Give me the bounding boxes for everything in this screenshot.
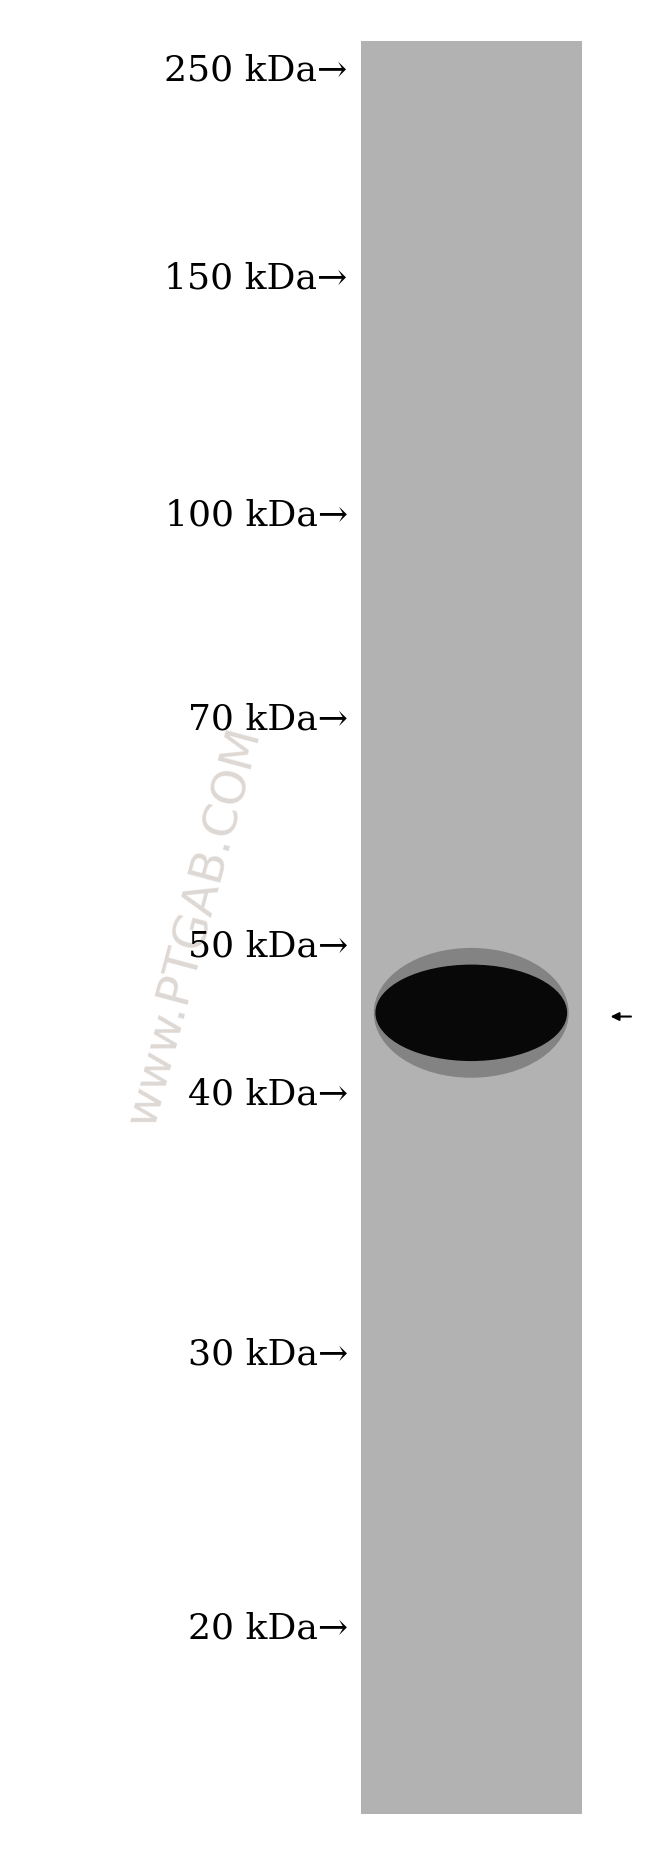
Text: 100 kDa→: 100 kDa→: [164, 499, 348, 532]
Text: 40 kDa→: 40 kDa→: [188, 1078, 348, 1111]
Text: 150 kDa→: 150 kDa→: [164, 262, 348, 295]
Ellipse shape: [374, 948, 569, 1078]
Text: 20 kDa→: 20 kDa→: [188, 1612, 348, 1645]
Text: 30 kDa→: 30 kDa→: [187, 1337, 348, 1371]
Text: 70 kDa→: 70 kDa→: [188, 703, 348, 736]
Bar: [361, 41, 582, 1814]
Ellipse shape: [376, 965, 567, 1061]
Text: 250 kDa→: 250 kDa→: [164, 54, 348, 87]
Text: 50 kDa→: 50 kDa→: [187, 929, 348, 963]
Text: www.PTGAB.COM: www.PTGAB.COM: [120, 723, 270, 1132]
